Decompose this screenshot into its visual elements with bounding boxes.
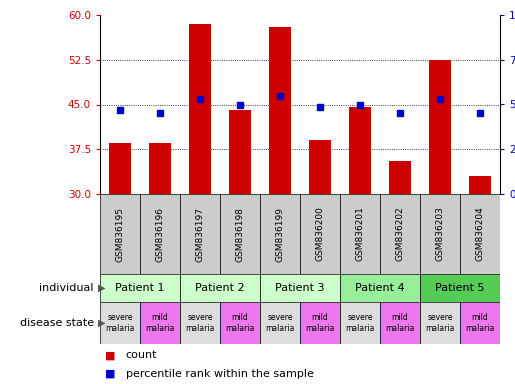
Bar xyxy=(220,194,260,274)
Bar xyxy=(469,176,491,194)
Bar xyxy=(340,194,380,274)
Bar xyxy=(229,111,251,194)
Bar xyxy=(180,194,220,274)
Text: GSM836197: GSM836197 xyxy=(196,207,204,262)
Text: severe
malaria: severe malaria xyxy=(346,313,375,333)
Text: disease state: disease state xyxy=(20,318,97,328)
Text: GSM836202: GSM836202 xyxy=(396,207,404,262)
Text: GSM836199: GSM836199 xyxy=(276,207,284,262)
Bar xyxy=(420,274,500,302)
Bar xyxy=(340,302,380,344)
Bar xyxy=(460,194,500,274)
Bar xyxy=(180,274,260,302)
Bar xyxy=(420,194,460,274)
Text: percentile rank within the sample: percentile rank within the sample xyxy=(126,369,314,379)
Text: count: count xyxy=(126,350,157,360)
Bar xyxy=(260,274,340,302)
Text: Patient 3: Patient 3 xyxy=(275,283,325,293)
Text: GSM836198: GSM836198 xyxy=(235,207,245,262)
Bar xyxy=(380,302,420,344)
Text: ▶: ▶ xyxy=(98,283,106,293)
Text: GSM836204: GSM836204 xyxy=(475,207,485,262)
Text: severe
malaria: severe malaria xyxy=(105,313,135,333)
Text: ■: ■ xyxy=(105,369,116,379)
Bar xyxy=(180,302,220,344)
Bar xyxy=(349,108,371,194)
Bar xyxy=(189,24,211,194)
Bar xyxy=(100,302,140,344)
Text: ■: ■ xyxy=(105,350,116,360)
Text: ▶: ▶ xyxy=(98,318,106,328)
Text: severe
malaria: severe malaria xyxy=(185,313,215,333)
Bar xyxy=(340,274,420,302)
Bar xyxy=(109,143,131,194)
Text: GSM836196: GSM836196 xyxy=(156,207,164,262)
Text: Patient 1: Patient 1 xyxy=(115,283,165,293)
Text: Patient 5: Patient 5 xyxy=(435,283,485,293)
Bar xyxy=(429,60,451,194)
Bar xyxy=(149,143,171,194)
Text: GSM836195: GSM836195 xyxy=(115,207,125,262)
Text: Patient 2: Patient 2 xyxy=(195,283,245,293)
Bar xyxy=(389,161,411,194)
Text: mild
malaria: mild malaria xyxy=(305,313,335,333)
Bar xyxy=(269,27,291,194)
Text: mild
malaria: mild malaria xyxy=(145,313,175,333)
Text: GSM836203: GSM836203 xyxy=(436,207,444,262)
Bar xyxy=(380,194,420,274)
Bar xyxy=(300,194,340,274)
Text: mild
malaria: mild malaria xyxy=(385,313,415,333)
Text: mild
malaria: mild malaria xyxy=(466,313,495,333)
Bar xyxy=(140,302,180,344)
Bar xyxy=(460,302,500,344)
Bar xyxy=(309,140,331,194)
Text: Patient 4: Patient 4 xyxy=(355,283,405,293)
Bar xyxy=(260,194,300,274)
Bar xyxy=(100,194,140,274)
Bar xyxy=(260,302,300,344)
Bar xyxy=(300,302,340,344)
Text: individual: individual xyxy=(40,283,97,293)
Bar xyxy=(220,302,260,344)
Bar xyxy=(420,302,460,344)
Text: severe
malaria: severe malaria xyxy=(425,313,455,333)
Text: GSM836201: GSM836201 xyxy=(355,207,365,262)
Text: severe
malaria: severe malaria xyxy=(265,313,295,333)
Bar xyxy=(100,274,180,302)
Text: mild
malaria: mild malaria xyxy=(226,313,255,333)
Text: GSM836200: GSM836200 xyxy=(316,207,324,262)
Bar xyxy=(140,194,180,274)
